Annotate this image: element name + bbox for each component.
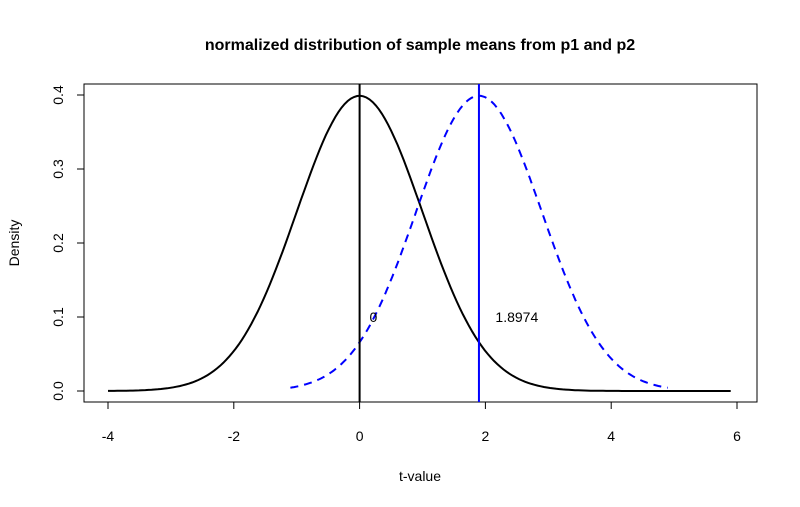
x-tick-label: -4	[102, 428, 115, 444]
x-tick-label: 0	[356, 428, 364, 444]
y-tick-label: 0.4	[50, 85, 66, 105]
y-tick-label: 0.3	[50, 159, 66, 179]
curves	[108, 84, 731, 402]
y-tick-label: 0.0	[50, 381, 66, 401]
plot-box	[83, 83, 758, 403]
annotation-label: 0	[370, 309, 378, 325]
annotations: 0 1.8974	[370, 309, 539, 325]
y-tick-label: 0.2	[50, 233, 66, 253]
y-axis-label: Density	[6, 220, 22, 267]
y-axis: 0.0 0.1 0.2 0.3 0.4	[50, 85, 85, 401]
x-tick-label: 6	[733, 428, 741, 444]
x-tick-label: 4	[607, 428, 615, 444]
annotation-label: 1.8974	[495, 309, 538, 325]
x-tick-label: -2	[228, 428, 241, 444]
x-tick-label: 2	[482, 428, 490, 444]
x-axis-label: t-value	[399, 468, 441, 484]
density-curve	[108, 94, 731, 392]
x-axis: -4 -2 0 2 4 6	[102, 401, 741, 444]
chart-title: normalized distribution of sample means …	[205, 37, 635, 54]
y-tick-label: 0.1	[50, 307, 66, 327]
